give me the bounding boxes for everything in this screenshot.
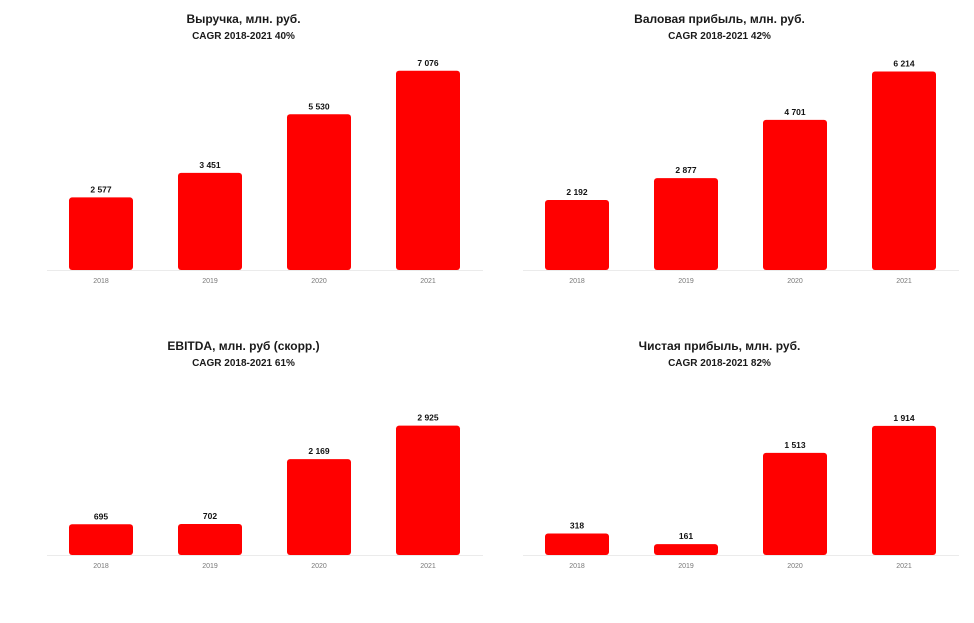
bar-2018 [545,533,609,555]
chart-plot: 2 577 2018 3 451 2019 5 530 2020 7 076 2021 [47,58,483,285]
x-tick-label: 2021 [896,278,912,285]
value-label: 4 701 [784,107,806,117]
chart-plot: 318 2018 161 2019 1 513 2020 1 914 2021 [523,413,959,570]
value-label: 3 451 [199,160,221,170]
x-tick-label: 2018 [569,563,585,570]
bar-2019 [654,544,718,555]
bar-2020 [763,119,827,270]
x-tick-label: 2020 [311,278,327,285]
x-tick-label: 2021 [896,563,912,570]
bar-2018 [69,197,133,270]
x-tick-label: 2019 [202,563,218,570]
value-label: 318 [570,521,584,531]
x-tick-label: 2019 [678,278,694,285]
value-label: 2 577 [90,184,112,194]
bar-2021 [396,425,460,555]
chart-ebitda: EBITDA, млн. руб (скорр.) CAGR 2018-2021… [0,327,487,623]
bar-2020 [287,114,351,271]
bar-2018 [69,524,133,555]
value-label: 7 076 [417,58,439,68]
x-tick-label: 2021 [420,278,436,285]
x-tick-label: 2020 [787,278,803,285]
bar-2019 [178,172,242,270]
chart-subtitle: CAGR 2018-2021 42% [668,31,771,42]
bar-2021 [872,425,936,555]
x-tick-label: 2018 [93,278,109,285]
value-label: 702 [203,511,217,521]
value-label: 2 925 [417,413,439,423]
chart-title: Выручка, млн. руб. [186,12,301,26]
chart-gross-profit: Валовая прибыль, млн. руб. CAGR 2018-202… [476,0,963,296]
value-label: 1 513 [784,440,806,450]
value-label: 2 169 [308,446,330,456]
chart-plot: 695 2018 702 2019 2 169 2020 2 925 2021 [47,413,483,570]
chart-title: Чистая прибыль, млн. руб. [638,339,801,353]
bar-2021 [396,70,460,271]
x-tick-label: 2021 [420,563,436,570]
chart-revenue: Выручка, млн. руб. CAGR 2018-2021 40% 2 … [0,0,487,296]
value-label: 6 214 [893,59,915,69]
value-label: 5 530 [308,101,330,111]
chart-net-profit: Чистая прибыль, млн. руб. CAGR 2018-2021… [476,327,963,623]
value-label: 161 [679,531,693,541]
x-tick-label: 2018 [93,563,109,570]
chart-subtitle: CAGR 2018-2021 82% [668,358,771,369]
value-label: 2 192 [566,187,588,197]
value-label: 1 914 [893,413,915,423]
x-tick-label: 2019 [202,278,218,285]
bar-2020 [763,452,827,555]
x-tick-label: 2018 [569,278,585,285]
chart-title: Валовая прибыль, млн. руб. [634,12,805,26]
x-tick-label: 2020 [311,563,327,570]
x-tick-label: 2019 [678,563,694,570]
chart-subtitle: CAGR 2018-2021 40% [192,31,295,42]
value-label: 695 [94,511,108,521]
chart-subtitle: CAGR 2018-2021 61% [192,358,295,369]
value-label: 2 877 [675,165,697,175]
chart-title: EBITDA, млн. руб (скорр.) [167,339,320,353]
bar-2019 [654,178,718,270]
chart-plot: 2 192 2018 2 877 2019 4 701 2020 6 214 2021 [523,59,959,285]
bar-2020 [287,459,351,555]
x-tick-label: 2020 [787,563,803,570]
bar-2021 [872,71,936,271]
bar-2018 [545,199,609,270]
bar-2019 [178,523,242,555]
